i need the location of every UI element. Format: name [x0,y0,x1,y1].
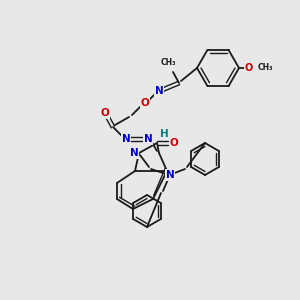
Text: O: O [245,63,253,73]
Text: H: H [160,129,168,139]
Text: N: N [154,86,164,96]
Text: N: N [144,134,152,144]
Text: O: O [100,108,109,118]
Text: N: N [166,170,174,180]
Text: CH₃: CH₃ [258,64,274,73]
Text: O: O [169,138,178,148]
Text: CH₃: CH₃ [160,58,176,67]
Text: O: O [141,98,149,108]
Text: N: N [122,134,130,144]
Text: N: N [130,148,138,158]
